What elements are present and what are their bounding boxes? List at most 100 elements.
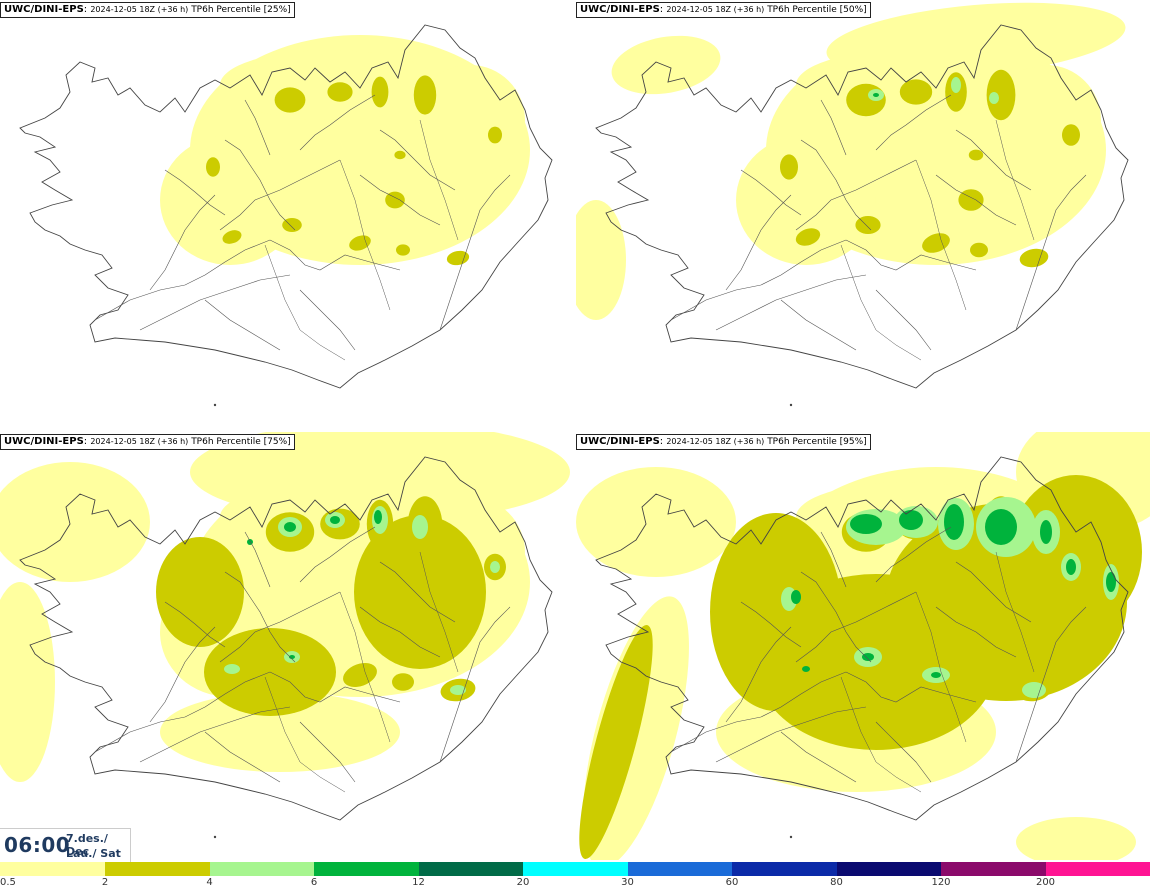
- road-network: [94, 94, 511, 361]
- road: [820, 99, 847, 156]
- precip-area: [826, 2, 1126, 78]
- colorbar-swatch: [314, 862, 419, 876]
- precip-area: [394, 150, 406, 160]
- island: [213, 403, 217, 407]
- road: [845, 239, 977, 271]
- panel-run: 2024-12-05 18Z (+36 h): [90, 437, 189, 446]
- map-panel-p95: UWC/DINI-EPS: 2024-12-05 18Z (+36 h) TP6…: [576, 432, 1150, 860]
- precip-area: [289, 655, 295, 659]
- road: [299, 721, 356, 783]
- precip-area: [576, 200, 626, 320]
- colorbar-label: 2: [101, 877, 109, 888]
- precip-area: [1022, 682, 1046, 698]
- road: [164, 169, 226, 216]
- precip-map: [0, 432, 574, 860]
- panel-product: TP6h Percentile [75%]: [191, 437, 291, 447]
- road: [204, 299, 281, 351]
- road: [359, 174, 441, 226]
- road: [725, 626, 792, 723]
- panel-product: TP6h Percentile [95%]: [767, 437, 867, 447]
- colorbar-label: 200: [1035, 877, 1056, 888]
- precip-area: [374, 510, 382, 524]
- precip-layer-6: [791, 504, 1116, 678]
- precip-colorbar: 0.5 2 4 6 12 20 30 60 80 120 200: [0, 862, 1150, 891]
- precip-area: [446, 250, 470, 266]
- precip-area: [224, 664, 240, 674]
- panel-product: TP6h Percentile [50%]: [767, 5, 867, 15]
- precip-area: [330, 516, 340, 524]
- colorbar-label: 80: [830, 877, 843, 888]
- precip-area: [1019, 248, 1049, 268]
- road: [875, 721, 932, 783]
- precip-area: [0, 462, 150, 582]
- precip-area: [274, 87, 306, 113]
- precip-map: [576, 0, 1150, 428]
- panel-source: UWC/DINI-EPS: [4, 436, 84, 447]
- road: [439, 174, 511, 331]
- region-boundary: [264, 244, 346, 361]
- precip-map: [0, 0, 574, 428]
- region-boundary: [264, 676, 346, 793]
- road: [269, 671, 401, 703]
- precip-area: [1062, 124, 1080, 146]
- precip-area: [985, 509, 1017, 545]
- road: [224, 571, 296, 663]
- road: [875, 289, 932, 351]
- panel-title: UWC/DINI-EPS: 2024-12-05 18Z (+36 h) TP6…: [576, 2, 871, 18]
- road: [935, 606, 1017, 658]
- road: [204, 731, 281, 783]
- precip-area: [780, 154, 798, 180]
- road: [359, 606, 441, 658]
- precip-layer-6: [247, 510, 382, 659]
- precip-area: [611, 35, 721, 95]
- precip-area: [385, 191, 405, 209]
- valid-date-line2: Lau./ Sat: [66, 847, 121, 860]
- road-network: [670, 526, 1087, 793]
- road: [820, 531, 847, 588]
- precip-map: [576, 432, 1150, 860]
- precip-area: [958, 189, 984, 211]
- road: [139, 274, 291, 331]
- colorbar-label: 4: [206, 877, 213, 888]
- panel-run: 2024-12-05 18Z (+36 h): [90, 5, 189, 14]
- precip-area: [736, 135, 876, 265]
- road: [164, 601, 226, 648]
- colorbar-swatch: [0, 862, 105, 876]
- road: [139, 706, 291, 763]
- precip-area: [220, 50, 440, 120]
- coastline: [19, 456, 553, 821]
- region-boundary: [419, 119, 459, 241]
- colorbar-swatch: [732, 862, 837, 876]
- region-boundary: [915, 159, 967, 311]
- road: [94, 239, 271, 321]
- road: [715, 706, 867, 763]
- valid-time-box: 06:00 7.des./ Dec Lau./ Sat: [0, 828, 131, 863]
- precip-area: [968, 149, 984, 161]
- island: [789, 403, 793, 407]
- precip-area: [899, 510, 923, 530]
- road: [1015, 174, 1087, 331]
- precip-area: [412, 515, 428, 539]
- precip-area: [349, 235, 371, 251]
- road: [299, 289, 356, 351]
- road: [149, 194, 216, 291]
- precip-area: [1016, 817, 1136, 860]
- road: [299, 94, 376, 151]
- panel-source: UWC/DINI-EPS: [580, 4, 660, 15]
- precip-area: [850, 514, 882, 534]
- precip-area: [944, 504, 964, 540]
- colorbar-label: 20: [516, 877, 530, 888]
- colorbar-label: 6: [310, 877, 318, 888]
- region-boundary: [339, 591, 391, 743]
- colorbar-swatch: [941, 862, 1046, 876]
- precip-area: [855, 216, 881, 234]
- precip-area: [247, 539, 253, 545]
- precip-area: [922, 233, 950, 253]
- region-boundary: [840, 676, 922, 793]
- precip-area: [931, 672, 941, 678]
- precip-area: [396, 244, 410, 256]
- precip-area: [1106, 572, 1116, 592]
- road: [740, 169, 802, 216]
- precip-area: [0, 582, 55, 782]
- colorbar-swatch: [418, 862, 523, 876]
